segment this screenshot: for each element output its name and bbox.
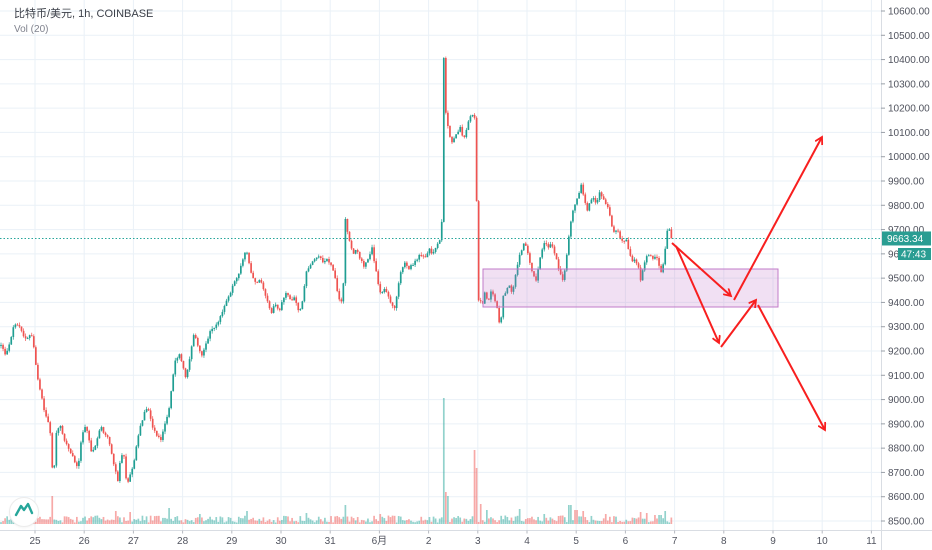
time-tick-label: 7 — [672, 536, 678, 547]
last-price-value: 9663.34 — [887, 234, 924, 245]
legend-volume-indicator-row[interactable]: Vol (20) — [14, 24, 49, 35]
price-tick-label: 10500.00 — [888, 31, 930, 42]
price-tick-label: 8600.00 — [888, 492, 925, 503]
mountain-logo-icon — [14, 502, 34, 523]
tradingview-logo[interactable] — [9, 497, 39, 527]
price-tick-label: 9700.00 — [888, 225, 925, 236]
zone-rectangle-drawing[interactable] — [482, 268, 779, 308]
time-tick-label: 2 — [426, 536, 432, 547]
time-tick-label: 4 — [524, 536, 530, 547]
time-tick-label: 27 — [128, 536, 140, 547]
chart-legend: 比特币/美元, 1h, COINBASE Vol (20) — [14, 7, 153, 37]
time-tick-label: 30 — [275, 536, 287, 547]
price-tick-label: 10400.00 — [888, 55, 930, 66]
last-price-badge: 9663.34 — [882, 231, 931, 246]
time-tick-label: 5 — [573, 536, 579, 547]
time-tick-label: 9 — [770, 536, 776, 547]
arrow-pullback-into-zone[interactable] — [671, 242, 731, 296]
price-tick-label: 9000.00 — [888, 395, 925, 406]
time-tick-label: 3 — [475, 536, 481, 547]
price-tick-label: 8800.00 — [888, 444, 925, 455]
price-tick-label: 9900.00 — [888, 176, 925, 187]
price-tick-label: 9200.00 — [888, 346, 925, 357]
legend-symbol-row[interactable]: 比特币/美元, 1h, COINBASE — [14, 8, 154, 20]
price-tick-label: 9500.00 — [888, 274, 925, 285]
price-tick-label: 8700.00 — [888, 468, 925, 479]
arrow-bounce-back-to-zone[interactable] — [720, 300, 756, 348]
bar-countdown-value: 47:43 — [901, 250, 926, 261]
price-tick-label: 9100.00 — [888, 371, 925, 382]
arrow-annotations — [671, 137, 825, 430]
candlestick-series — [0, 56, 673, 484]
time-tick-label: 10 — [817, 536, 829, 547]
bar-countdown-badge: 47:43 — [898, 248, 931, 261]
price-tick-label: 10100.00 — [888, 128, 930, 139]
price-tick-label: 10300.00 — [888, 79, 930, 90]
time-tick-label: 6月 — [372, 535, 388, 547]
arrow-rally-breakout[interactable] — [733, 137, 822, 301]
price-tick-label: 8500.00 — [888, 516, 925, 527]
price-tick-label: 9300.00 — [888, 322, 925, 333]
time-tick-label: 11 — [866, 536, 877, 547]
time-axis[interactable]: 25 26 27 28 29 30 31 6月 2 3 4 5 6 7 8 9 10 11 — [29, 530, 877, 548]
price-tick-label: 9400.00 — [888, 298, 925, 309]
arrow-drop-below-zone[interactable] — [675, 245, 719, 343]
time-tick-label: 29 — [226, 536, 238, 547]
grid-lines — [0, 0, 881, 531]
time-tick-label: 31 — [325, 536, 337, 547]
time-tick-label: 25 — [29, 536, 41, 547]
price-tick-label: 10000.00 — [888, 152, 930, 163]
arrow-breakdown-drop[interactable] — [757, 304, 825, 430]
time-tick-label: 6 — [623, 536, 629, 547]
price-axis[interactable]: 10600.00 10500.00 10400.00 10300.00 10200.00… — [881, 7, 930, 528]
price-tick-label: 8900.00 — [888, 419, 925, 430]
price-tick-label: 10200.00 — [888, 104, 930, 115]
time-tick-label: 8 — [721, 536, 727, 547]
price-tick-label: 10600.00 — [888, 7, 930, 18]
time-tick-label: 28 — [177, 536, 189, 547]
time-tick-label: 26 — [79, 536, 91, 547]
price-tick-label: 9800.00 — [888, 201, 925, 212]
volume-bars — [0, 398, 673, 524]
